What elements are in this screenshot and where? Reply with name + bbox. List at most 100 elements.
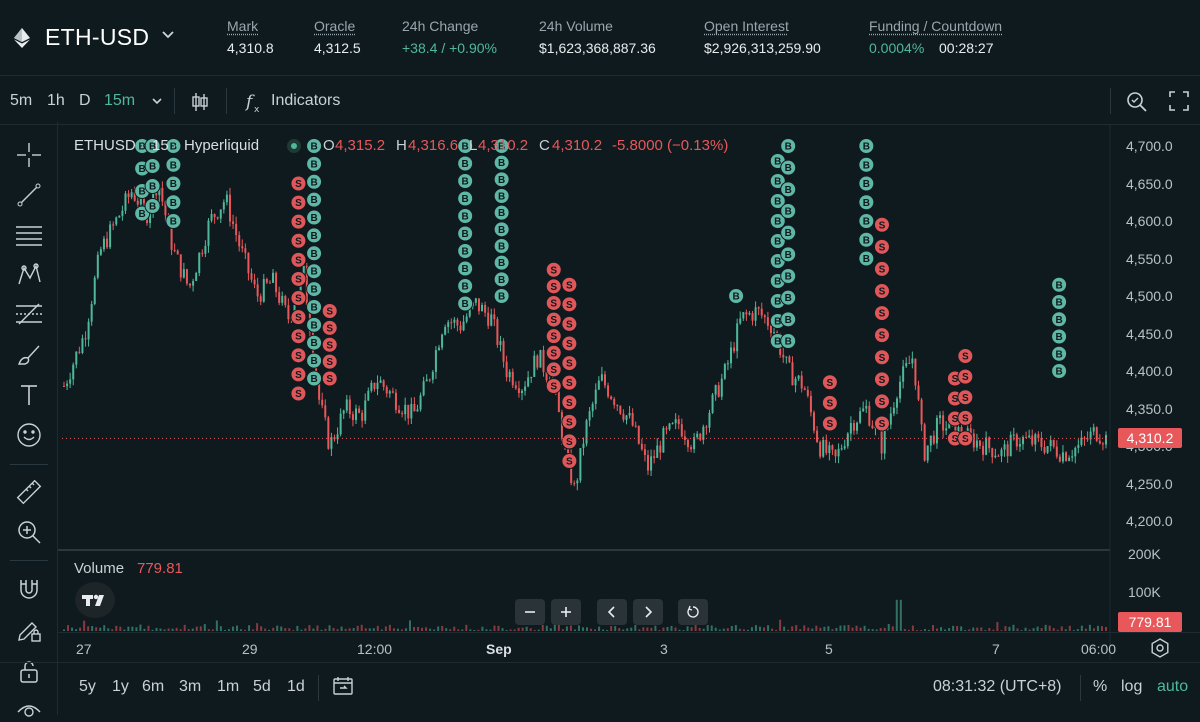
sell-marker[interactable]: S bbox=[561, 453, 578, 469]
buy-marker[interactable]: B bbox=[858, 194, 875, 211]
sell-marker[interactable]: S bbox=[545, 278, 562, 295]
buy-marker[interactable]: B bbox=[780, 159, 797, 176]
sell-marker[interactable]: S bbox=[545, 344, 562, 361]
buy-marker[interactable]: B bbox=[457, 260, 474, 277]
buy-marker[interactable]: B bbox=[769, 173, 786, 189]
fib-retracement-icon[interactable] bbox=[14, 300, 44, 330]
buy-marker[interactable]: B bbox=[457, 208, 474, 224]
interval-1h[interactable]: 1h bbox=[47, 92, 65, 109]
zoom-in-icon[interactable] bbox=[14, 517, 44, 547]
tradingview-logo[interactable] bbox=[75, 582, 115, 618]
interval-selected[interactable]: 15m bbox=[104, 92, 136, 109]
sell-marker[interactable]: S bbox=[873, 327, 890, 344]
sell-marker[interactable]: S bbox=[873, 415, 890, 432]
function-icon[interactable]: f x bbox=[244, 90, 264, 119]
horizontal-lines-icon[interactable] bbox=[14, 220, 44, 250]
buy-marker[interactable]: B bbox=[780, 224, 797, 241]
crosshair-icon[interactable] bbox=[14, 140, 44, 170]
buy-marker[interactable]: B bbox=[306, 155, 323, 172]
sell-marker[interactable]: S bbox=[545, 378, 562, 394]
sell-marker[interactable]: S bbox=[321, 303, 338, 319]
sell-marker[interactable]: S bbox=[873, 393, 890, 410]
sell-marker[interactable]: S bbox=[561, 315, 578, 332]
buy-marker[interactable]: B bbox=[493, 221, 510, 238]
buy-marker[interactable]: B bbox=[1051, 363, 1068, 379]
chevron-down-icon[interactable] bbox=[150, 94, 164, 113]
buy-marker[interactable]: B bbox=[457, 190, 474, 207]
buy-marker[interactable]: B bbox=[306, 173, 323, 190]
buy-marker[interactable]: B bbox=[493, 288, 510, 304]
buy-marker[interactable]: B bbox=[1051, 345, 1068, 362]
range-5d[interactable]: 5d bbox=[253, 678, 271, 695]
buy-marker[interactable]: B bbox=[769, 213, 786, 229]
buy-marker[interactable]: B bbox=[457, 138, 474, 154]
sell-marker[interactable]: S bbox=[545, 361, 562, 378]
settings-icon[interactable] bbox=[1150, 638, 1170, 663]
range-3m[interactable]: 3m bbox=[179, 678, 202, 695]
sell-marker[interactable]: S bbox=[290, 366, 307, 383]
sell-marker[interactable]: S bbox=[561, 394, 578, 411]
sell-marker[interactable]: S bbox=[290, 309, 307, 326]
buy-marker[interactable]: B bbox=[457, 155, 474, 172]
buy-marker[interactable]: B bbox=[306, 334, 323, 351]
buy-marker[interactable]: B bbox=[493, 271, 510, 288]
sell-marker[interactable]: S bbox=[873, 260, 890, 277]
sell-marker[interactable]: S bbox=[873, 216, 890, 233]
sell-marker[interactable]: S bbox=[290, 328, 307, 345]
buy-marker[interactable]: B bbox=[780, 333, 797, 349]
sell-marker[interactable]: S bbox=[545, 328, 562, 345]
buy-marker[interactable]: B bbox=[858, 156, 875, 173]
range-5y[interactable]: 5y bbox=[79, 678, 96, 695]
sell-marker[interactable]: S bbox=[290, 232, 307, 249]
buy-marker[interactable]: B bbox=[1051, 328, 1068, 345]
buy-marker[interactable]: B bbox=[306, 191, 323, 208]
scroll-right-button[interactable] bbox=[633, 599, 663, 625]
sell-marker[interactable]: S bbox=[821, 394, 838, 411]
buy-marker[interactable]: B bbox=[165, 194, 182, 211]
buy-marker[interactable]: B bbox=[493, 154, 510, 171]
sell-marker[interactable]: S bbox=[561, 296, 578, 313]
buy-marker[interactable]: B bbox=[306, 138, 323, 154]
scroll-left-button[interactable] bbox=[597, 599, 627, 625]
buy-marker[interactable]: B bbox=[1051, 276, 1068, 293]
ruler-icon[interactable] bbox=[14, 477, 44, 507]
buy-marker[interactable]: B bbox=[493, 238, 510, 254]
sell-marker[interactable]: S bbox=[873, 371, 890, 388]
sell-marker[interactable]: S bbox=[545, 311, 562, 328]
text-tool-icon[interactable] bbox=[14, 380, 44, 410]
sell-marker[interactable]: S bbox=[545, 294, 562, 311]
buy-marker[interactable]: B bbox=[780, 311, 797, 328]
buy-marker[interactable]: B bbox=[493, 254, 510, 271]
buy-marker[interactable]: B bbox=[858, 175, 875, 192]
buy-marker[interactable]: B bbox=[144, 158, 161, 174]
funding-label[interactable]: Funding / Countdown bbox=[869, 18, 1003, 34]
buy-marker[interactable]: B bbox=[780, 138, 797, 154]
buy-marker[interactable]: B bbox=[306, 227, 323, 244]
buy-marker[interactable]: B bbox=[306, 370, 323, 387]
sell-marker[interactable]: S bbox=[290, 347, 307, 364]
sell-marker[interactable]: S bbox=[321, 353, 338, 370]
buy-marker[interactable]: B bbox=[457, 243, 474, 259]
sell-marker[interactable]: S bbox=[290, 385, 307, 402]
buy-marker[interactable]: B bbox=[493, 171, 510, 188]
sell-marker[interactable]: S bbox=[873, 238, 890, 255]
buy-marker[interactable]: B bbox=[780, 289, 797, 306]
buy-marker[interactable]: B bbox=[144, 198, 161, 214]
market-selector[interactable]: ETH-USD bbox=[45, 24, 150, 50]
sell-marker[interactable]: S bbox=[873, 305, 890, 322]
zoom-in-button[interactable] bbox=[551, 599, 581, 625]
date-range-icon[interactable] bbox=[332, 675, 354, 702]
buy-marker[interactable]: B bbox=[165, 138, 182, 154]
screenshot-search-icon[interactable] bbox=[1125, 90, 1149, 119]
zoom-out-button[interactable] bbox=[515, 599, 545, 625]
sell-marker[interactable]: S bbox=[290, 270, 307, 287]
percent-scale-toggle[interactable]: % bbox=[1093, 678, 1108, 695]
auto-scale-toggle[interactable]: auto bbox=[1157, 678, 1189, 695]
price-axis[interactable]: 4,700.0 4,650.0 4,600.0 4,550.0 4,500.0 4,450… bbox=[1110, 125, 1200, 550]
open-interest-label[interactable]: Open Interest bbox=[704, 18, 789, 34]
buy-marker[interactable]: B bbox=[306, 263, 323, 280]
reset-chart-button[interactable] bbox=[678, 599, 708, 625]
sell-marker[interactable]: S bbox=[821, 415, 838, 432]
sell-marker[interactable]: S bbox=[290, 213, 307, 230]
sell-marker[interactable]: S bbox=[290, 290, 307, 307]
